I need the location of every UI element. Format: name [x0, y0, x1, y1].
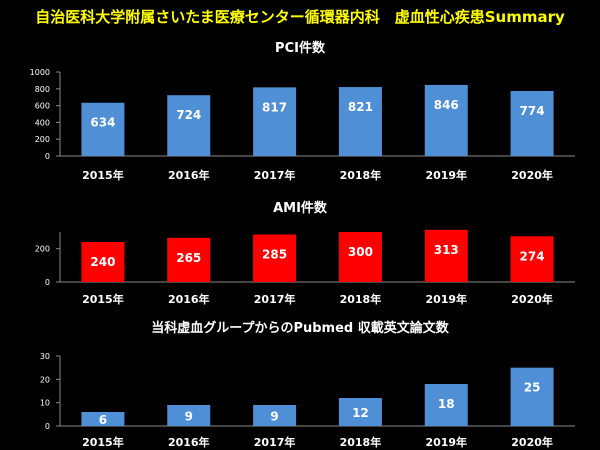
- ami-y-tick-label: 200: [35, 245, 50, 254]
- ami-data-label: 300: [348, 245, 373, 259]
- ami-bar: [167, 237, 211, 282]
- ami-bar: [424, 229, 468, 282]
- ami-category-label: 2018年: [340, 292, 382, 306]
- pubmed-bar: [167, 405, 211, 426]
- pci-chart: PCI件数 0 200 400 600 800 1000 634 2015年 724 2016年 81…: [30, 40, 575, 182]
- pci-bar: [424, 84, 468, 156]
- pci-category-label: 2016年: [168, 168, 210, 182]
- pci-category-label: 2018年: [340, 168, 382, 182]
- pci-category-label: 2017年: [254, 168, 296, 182]
- pci-y-tick-label: 1000: [30, 68, 50, 77]
- pci-data-label: 724: [176, 108, 201, 122]
- ami-bar: [510, 236, 554, 282]
- ami-chart-title: AMI件数: [273, 200, 328, 216]
- pubmed-y-tick-label: 0: [45, 422, 50, 431]
- pci-y-tick-label: 800: [35, 85, 50, 94]
- pci-bar: [253, 87, 297, 156]
- pci-y-tick-label: 400: [35, 118, 50, 127]
- ami-category-label: 2016年: [168, 292, 210, 306]
- ami-chart: AMI件数 0 200 240 2015年 265 2016年 285 2017年 300 2018…: [35, 200, 575, 306]
- pubmed-data-label: 6: [99, 413, 107, 427]
- pubmed-data-label: 12: [352, 406, 369, 420]
- pubmed-bar: [338, 398, 382, 426]
- pubmed-bar: [253, 405, 297, 426]
- pci-bar: [167, 95, 211, 156]
- pci-data-label: 774: [520, 104, 545, 118]
- pubmed-category-label: 2020年: [511, 435, 553, 449]
- pubmed-category-label: 2015年: [82, 435, 124, 449]
- ami-bar: [81, 242, 125, 282]
- ami-data-label: 265: [176, 251, 201, 265]
- pci-data-label: 817: [262, 100, 287, 114]
- pubmed-category-label: 2017年: [254, 435, 296, 449]
- pubmed-chart-title: 当科虚血グループからのPubmed 収載英文論文数: [151, 320, 450, 336]
- pci-category-label: 2019年: [425, 168, 467, 182]
- ami-y-tick-label: 0: [45, 278, 50, 287]
- pubmed-category-label: 2016年: [168, 435, 210, 449]
- ami-category-label: 2019年: [425, 292, 467, 306]
- pubmed-data-label: 9: [185, 410, 193, 424]
- pci-data-label: 846: [434, 98, 459, 112]
- ami-data-label: 313: [434, 243, 459, 257]
- pubmed-y-tick-label: 10: [40, 399, 50, 408]
- pubmed-data-label: 18: [438, 397, 455, 411]
- pci-bar: [510, 90, 554, 156]
- pubmed-y-tick-label: 20: [40, 375, 50, 384]
- pubmed-data-label: 9: [270, 410, 278, 424]
- ami-bar: [338, 232, 382, 282]
- ami-data-label: 274: [520, 249, 545, 263]
- pci-data-label: 634: [90, 116, 115, 130]
- pubmed-bar: [81, 412, 125, 426]
- slide-title: 自治医科大学附属さいたま医療センター循環器内科 虚血性心疾患Summary: [35, 8, 565, 26]
- ami-category-label: 2015年: [82, 292, 124, 306]
- pci-chart-title: PCI件数: [275, 40, 326, 56]
- pci-category-label: 2015年: [82, 168, 124, 182]
- ami-category-label: 2020年: [511, 292, 553, 306]
- pubmed-data-label: 25: [524, 381, 541, 395]
- pci-category-label: 2020年: [511, 168, 553, 182]
- pubmed-category-label: 2019年: [425, 435, 467, 449]
- pci-data-label: 821: [348, 100, 373, 114]
- pubmed-chart: 当科虚血グループからのPubmed 収載英文論文数 0 10 20 30 6 2015年 9 2…: [40, 320, 575, 449]
- ami-category-label: 2017年: [254, 292, 296, 306]
- pci-y-tick-label: 200: [35, 135, 50, 144]
- pubmed-bar: [510, 367, 554, 426]
- pci-bar: [338, 87, 382, 156]
- pubmed-y-tick-label: 30: [40, 352, 50, 361]
- pubmed-bar: [424, 384, 468, 426]
- pubmed-category-label: 2018年: [340, 435, 382, 449]
- ami-bar: [253, 234, 297, 282]
- ami-data-label: 240: [90, 255, 115, 269]
- pci-bar: [81, 102, 125, 156]
- ami-data-label: 285: [262, 248, 287, 262]
- pci-y-tick-label: 0: [45, 152, 50, 161]
- pci-y-tick-label: 600: [35, 102, 50, 111]
